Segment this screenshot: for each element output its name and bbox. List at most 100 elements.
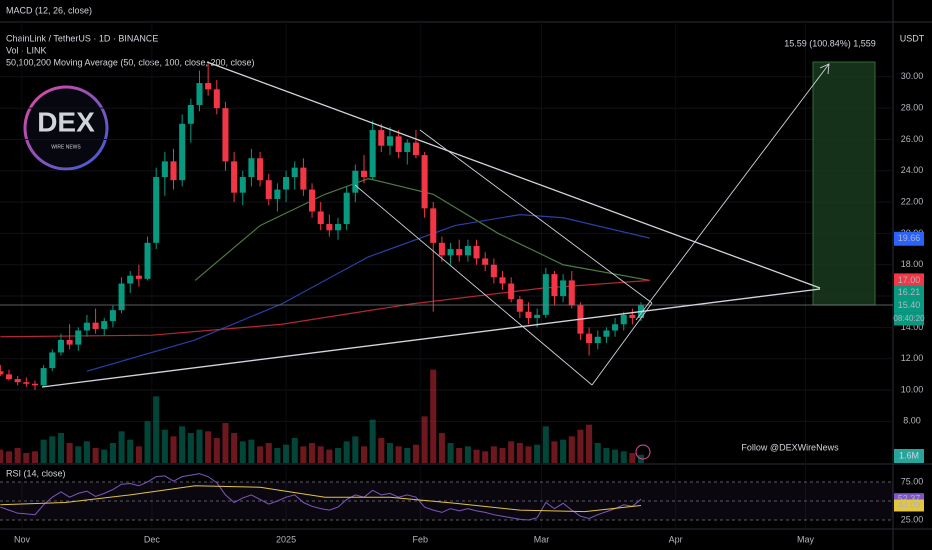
volume-bar [629, 453, 636, 463]
follow-text[interactable]: Follow @DEXWireNews [741, 442, 839, 452]
volume-legend: Vol · LINK [6, 45, 47, 55]
candle-body [352, 170, 359, 193]
y-tick-label: 22.00 [901, 196, 924, 206]
rsi-title: RSI (14, close) [6, 468, 66, 478]
volume-bar [309, 443, 316, 463]
macd-label: MACD (12, 26, close) [6, 5, 92, 15]
logo-subtext: WIRE NEWS [51, 144, 81, 150]
candle-body [447, 249, 454, 256]
volume-bar [153, 396, 160, 463]
volume-bar [482, 451, 489, 463]
price-badge-label: 17.00 [898, 275, 921, 285]
candle-body [309, 189, 316, 212]
volume-bar [412, 444, 419, 463]
candle-body [66, 339, 73, 345]
candle-body [40, 368, 47, 386]
price-badge [894, 298, 924, 313]
candle-body [612, 324, 619, 331]
volume-bar [577, 429, 584, 463]
volume-bar [0, 449, 4, 463]
volume-bar [248, 439, 255, 463]
x-tick-label: May [797, 534, 815, 544]
trendline [206, 61, 821, 289]
candle-body [369, 130, 376, 178]
symbol-title: ChainLink / TetherUS · 1D · BINANCE [6, 33, 158, 43]
candle-body [239, 177, 246, 193]
x-tick-label: Apr [669, 534, 683, 544]
volume-bar [239, 441, 246, 463]
rsi-badge-label: 52.37 [898, 494, 921, 504]
volume-bar [40, 439, 47, 463]
candle-body [568, 280, 575, 306]
candle-body [109, 310, 116, 322]
x-tick-label: Feb [413, 534, 429, 544]
price-badge-label: 19.66 [898, 233, 921, 243]
event-icon[interactable] [635, 444, 651, 460]
candle-body [31, 383, 39, 386]
volume-bar [135, 446, 142, 463]
volume-bar [170, 436, 177, 463]
volume-bar [23, 453, 30, 463]
candle-body [378, 130, 385, 146]
candle-body [222, 108, 229, 162]
rsi-tick-label: 25.00 [901, 514, 924, 524]
candle-body [594, 336, 601, 344]
candle-body [542, 274, 549, 315]
candle-body [473, 245, 480, 259]
volume-bar [612, 449, 619, 463]
x-tick-label: 2025 [276, 534, 296, 544]
price-badge [894, 273, 924, 288]
volume-bar [205, 431, 212, 463]
candle-body [135, 275, 142, 279]
candle-body [49, 352, 56, 369]
volume-bar [283, 444, 290, 463]
volume-bar [144, 421, 151, 463]
volume-bar [196, 429, 203, 463]
candle-body [438, 242, 445, 256]
rsi-line [0, 473, 642, 521]
candle-body [300, 167, 307, 190]
candle-body [118, 283, 125, 311]
volume-bar [57, 433, 64, 463]
y-tick-label: 24.00 [901, 165, 924, 175]
volume-bar [421, 416, 428, 463]
candle-body [248, 158, 255, 178]
candle-body [213, 89, 220, 109]
channel-line [591, 302, 653, 386]
currency[interactable]: USDT [900, 33, 925, 43]
volume-bar [213, 438, 220, 463]
candle-body [0, 371, 4, 375]
candle-body [161, 161, 168, 178]
candle-body [334, 224, 342, 231]
candle-body [317, 211, 324, 225]
price-badge-label: 15.40 [898, 300, 921, 310]
volume-bar [101, 449, 108, 463]
volume-bar [118, 431, 125, 463]
candle-body [516, 299, 523, 312]
volume-bar [438, 433, 445, 463]
y-tick-label: 8.00 [903, 416, 921, 426]
volume-bar [179, 426, 186, 463]
volume-bar [386, 443, 393, 463]
volume-bar [447, 443, 454, 463]
volume-badge-bg [894, 449, 924, 463]
y-tick-label: 26.00 [901, 134, 924, 144]
price-badge [894, 285, 924, 300]
candle-body [395, 136, 402, 152]
volume-bar [586, 424, 593, 463]
candle-body [283, 177, 290, 190]
arrow-head [819, 63, 830, 75]
y-tick-label: 30.00 [901, 71, 924, 81]
volume-bar [542, 426, 549, 463]
candle-body [101, 321, 108, 329]
price-badge [894, 231, 924, 246]
countdown: 08:40:20 [893, 314, 925, 323]
candle-body [421, 155, 428, 209]
candle-body [231, 161, 238, 193]
candle-body [551, 274, 558, 297]
candle-body [482, 258, 489, 265]
channel-line [354, 184, 593, 386]
candle-body [464, 245, 471, 256]
volume-bar [499, 448, 506, 463]
